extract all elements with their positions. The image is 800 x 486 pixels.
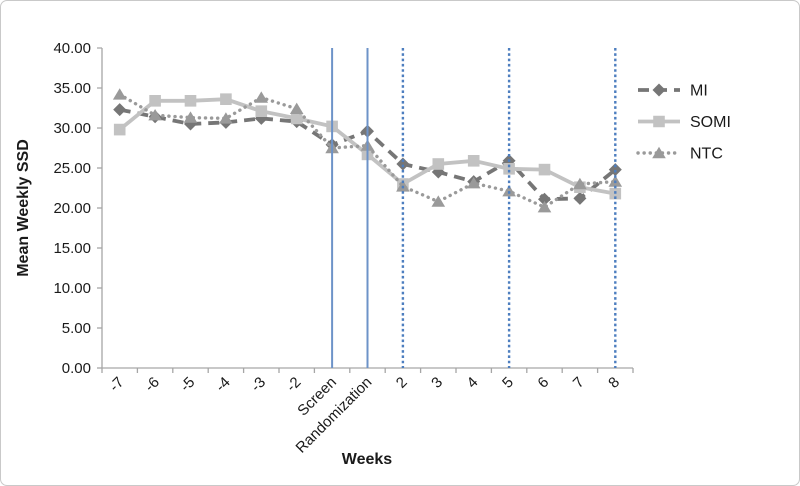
legend-marker-ntc xyxy=(652,146,666,159)
y-tick-label: 5.00 xyxy=(62,320,91,337)
y-tick-label: 15.00 xyxy=(53,240,91,257)
y-tick-label: 0.00 xyxy=(62,360,91,377)
y-axis-title: Mean Weekly SSD xyxy=(15,139,32,277)
marker-ntc xyxy=(219,112,233,124)
x-tick-label: -5 xyxy=(177,374,198,395)
x-tick-label: -3 xyxy=(248,374,269,395)
marker-somi xyxy=(503,163,515,175)
marker-mi xyxy=(608,163,622,177)
x-tick-label: 4 xyxy=(464,374,482,392)
marker-ntc xyxy=(573,177,587,190)
x-tick-label: 3 xyxy=(428,374,446,392)
marker-ntc xyxy=(466,177,481,189)
x-tick-label: -7 xyxy=(106,374,127,395)
legend-item-mi: MI xyxy=(638,83,708,100)
y-tick-label: 35.00 xyxy=(53,80,91,97)
legend-item-ntc: NTC xyxy=(636,146,723,163)
legend-marker-mi xyxy=(652,83,666,97)
legend: MI SOMI NTC xyxy=(636,83,731,163)
y-tick-label: 20.00 xyxy=(53,200,91,217)
marker-ntc xyxy=(148,109,162,121)
marker-somi xyxy=(149,95,161,107)
marker-ntc xyxy=(254,91,269,103)
y-tick-label: 40.00 xyxy=(53,40,91,57)
marker-ntc xyxy=(183,111,198,123)
plot-area: 0.00 5.00 10.00 15.00 20.00 25.00 30.00 35.00 40… xyxy=(53,40,634,457)
x-tick-label: 5 xyxy=(499,374,517,392)
marker-somi xyxy=(220,93,232,105)
legend-marker-somi xyxy=(653,115,665,128)
legend-label-mi: MI xyxy=(690,83,708,100)
y-axis: 0.00 5.00 10.00 15.00 20.00 25.00 30.00 35.00 40… xyxy=(53,40,103,377)
y-tick-label: 25.00 xyxy=(53,160,91,177)
series-ntc xyxy=(112,88,623,213)
marker-somi xyxy=(290,112,303,125)
marker-ntc xyxy=(112,88,127,100)
x-tick-label: -4 xyxy=(212,374,233,395)
y-tick-label: 10.00 xyxy=(53,280,91,297)
x-tick-label: -2 xyxy=(283,374,304,395)
marker-somi xyxy=(184,95,197,107)
x-tick-label: 8 xyxy=(605,374,623,392)
x-tick-label: 2 xyxy=(393,374,411,392)
marker-mi xyxy=(538,192,551,206)
marker-somi xyxy=(467,155,480,167)
x-tick-label: 6 xyxy=(534,374,552,392)
marker-somi xyxy=(538,163,551,176)
marker-ntc xyxy=(537,201,552,213)
marker-ntc xyxy=(431,195,446,207)
legend-item-somi: SOMI xyxy=(638,114,731,131)
marker-mi xyxy=(113,103,127,117)
marker-somi xyxy=(255,105,268,117)
marker-ntc xyxy=(289,102,304,114)
marker-somi xyxy=(113,123,126,136)
x-tick-label: 7 xyxy=(570,374,588,392)
x-axis-title: Weeks xyxy=(342,451,393,468)
x-tick-label: -6 xyxy=(141,374,162,395)
marker-mi xyxy=(573,191,587,205)
legend-label-somi: SOMI xyxy=(690,114,731,131)
legend-label-ntc: NTC xyxy=(690,146,723,163)
marker-ntc xyxy=(502,185,516,197)
y-tick-label: 30.00 xyxy=(53,120,91,137)
marker-mi xyxy=(396,157,410,171)
marker-somi xyxy=(432,158,445,170)
